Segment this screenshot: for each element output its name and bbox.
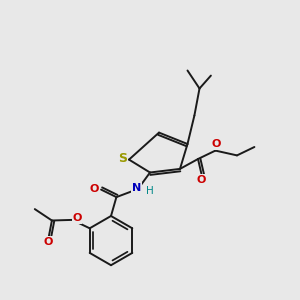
Text: O: O xyxy=(90,184,99,194)
Text: O: O xyxy=(211,139,220,149)
Text: H: H xyxy=(146,185,154,196)
Text: O: O xyxy=(44,237,53,247)
Text: O: O xyxy=(197,175,206,185)
Text: S: S xyxy=(118,152,127,166)
Text: O: O xyxy=(72,213,82,224)
Text: N: N xyxy=(132,183,141,193)
